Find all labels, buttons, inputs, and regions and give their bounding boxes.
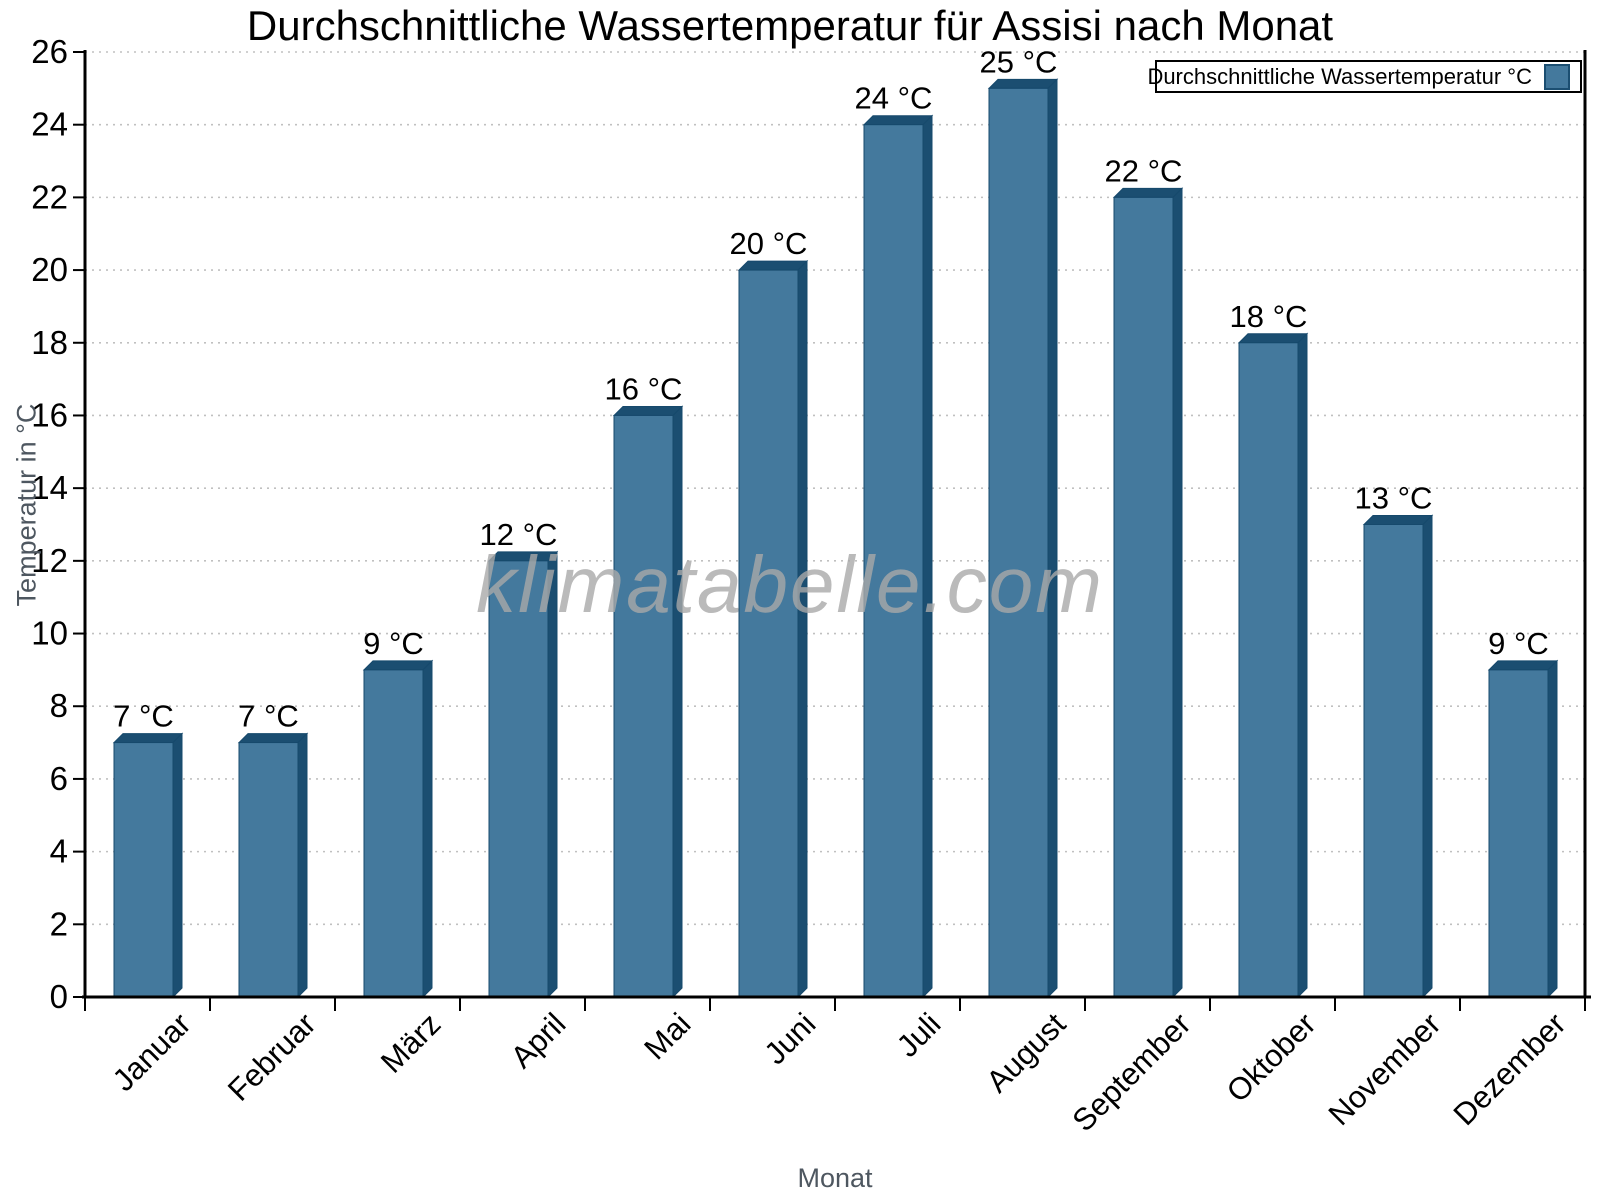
bar-value-label: 7 °C	[113, 699, 174, 734]
y-tick-label: 2	[50, 905, 68, 942]
bar-top-face	[237, 733, 309, 744]
bar-value-label: 9 °C	[1488, 626, 1549, 661]
bar-top-face	[362, 660, 434, 671]
y-tick-label: 8	[50, 687, 68, 724]
x-tick-label-august: August	[979, 1006, 1072, 1099]
bar-top-face	[987, 78, 1059, 89]
bar-top-face	[1237, 333, 1309, 344]
bar-front-face	[988, 87, 1049, 998]
bar-front-face	[738, 269, 799, 998]
bar-januar	[112, 732, 184, 999]
y-tick-label: 24	[31, 106, 68, 143]
legend-label: Durchschnittliche Wassertemperatur °C	[1147, 63, 1532, 89]
bar-value-label: 12 °C	[480, 517, 558, 552]
bar-märz	[362, 659, 434, 999]
x-tick-label-januar: Januar	[106, 1006, 198, 1098]
bar-top-face	[1362, 515, 1434, 525]
bar-side-face	[1297, 332, 1308, 999]
bar-top-face	[612, 405, 684, 416]
bar-value-label: 18 °C	[1230, 299, 1308, 334]
bar-side-face	[672, 405, 683, 999]
y-tick-label: 12	[31, 542, 68, 579]
y-axis-title: Temperatur in °C	[11, 403, 42, 607]
watermark: klimatabelle.com	[476, 540, 1104, 629]
x-tick-label-november: November	[1322, 1006, 1448, 1132]
x-tick-label-mai: Mai	[637, 1006, 697, 1066]
bar-top-face	[1112, 187, 1184, 198]
y-tick-label: 26	[31, 33, 68, 70]
bar-front-face	[1488, 669, 1549, 998]
bar-value-label: 16 °C	[605, 371, 683, 406]
x-tick-label-september: September	[1065, 1006, 1197, 1138]
bar-front-face	[1363, 524, 1424, 998]
bar-mai	[612, 405, 684, 999]
y-tick-label: 0	[50, 978, 68, 1015]
bar-value-label: 20 °C	[730, 226, 808, 261]
bar-november	[1362, 514, 1434, 999]
y-tick-label: 16	[31, 396, 68, 433]
x-tick-label-april: April	[504, 1006, 573, 1075]
bar-top-face	[112, 733, 184, 744]
bar-top-face	[737, 260, 809, 271]
y-tick-label: 10	[31, 615, 68, 652]
y-tick-label: 18	[31, 324, 68, 361]
bar-top-face	[1487, 660, 1559, 671]
legend-swatch-icon	[1544, 63, 1570, 90]
bar-front-face	[113, 742, 174, 998]
x-tick-label-juli: Juli	[890, 1006, 948, 1064]
bar-side-face	[1172, 187, 1183, 999]
bar-side-face	[297, 732, 308, 999]
bar-front-face	[863, 124, 924, 998]
bar-oktober	[1237, 332, 1309, 999]
bar-front-face	[1113, 196, 1174, 998]
bar-value-label: 9 °C	[363, 626, 424, 661]
bar-front-face	[613, 414, 674, 998]
bar-front-face	[488, 560, 549, 998]
y-tick-label: 14	[31, 469, 68, 506]
bar-value-label: 24 °C	[855, 81, 933, 116]
bar-juli	[862, 114, 934, 999]
bar-juni	[737, 259, 809, 999]
x-axis-title: Monat	[797, 1163, 873, 1193]
bar-dezember	[1487, 659, 1559, 999]
bar-value-label: 13 °C	[1355, 481, 1433, 516]
bar-side-face	[172, 732, 183, 999]
bar-value-label: 25 °C	[980, 44, 1058, 79]
bar-side-face	[422, 659, 433, 999]
bar-top-face	[862, 115, 934, 126]
x-tick-label-februar: Februar	[221, 1006, 323, 1108]
bar-side-face	[1547, 659, 1558, 999]
bar-side-face	[797, 259, 808, 999]
bar-front-face	[238, 742, 299, 998]
bar-side-face	[1422, 514, 1433, 999]
y-tick-label: 4	[50, 833, 68, 870]
bar-value-label: 7 °C	[238, 699, 299, 734]
bar-september	[1112, 187, 1184, 999]
x-tick-label-märz: März	[374, 1006, 447, 1079]
y-tick-label: 20	[31, 251, 68, 288]
x-tick-label-oktober: Oktober	[1220, 1006, 1323, 1109]
y-tick-label: 6	[50, 760, 68, 797]
bar-side-face	[1047, 78, 1058, 999]
chart-title: Durchschnittliche Wassertemperatur für A…	[246, 2, 1334, 49]
bar-februar	[237, 732, 309, 999]
legend: Durchschnittliche Wassertemperatur °C	[1147, 60, 1582, 93]
bar-august	[987, 78, 1059, 999]
x-tick-label-dezember: Dezember	[1447, 1006, 1573, 1132]
bar-front-face	[1238, 342, 1299, 998]
x-tick-label-juni: Juni	[757, 1006, 822, 1071]
bar-value-label: 22 °C	[1105, 153, 1183, 188]
bar-front-face	[363, 669, 424, 998]
bar-april	[487, 550, 559, 999]
y-tick-label: 22	[31, 178, 68, 215]
